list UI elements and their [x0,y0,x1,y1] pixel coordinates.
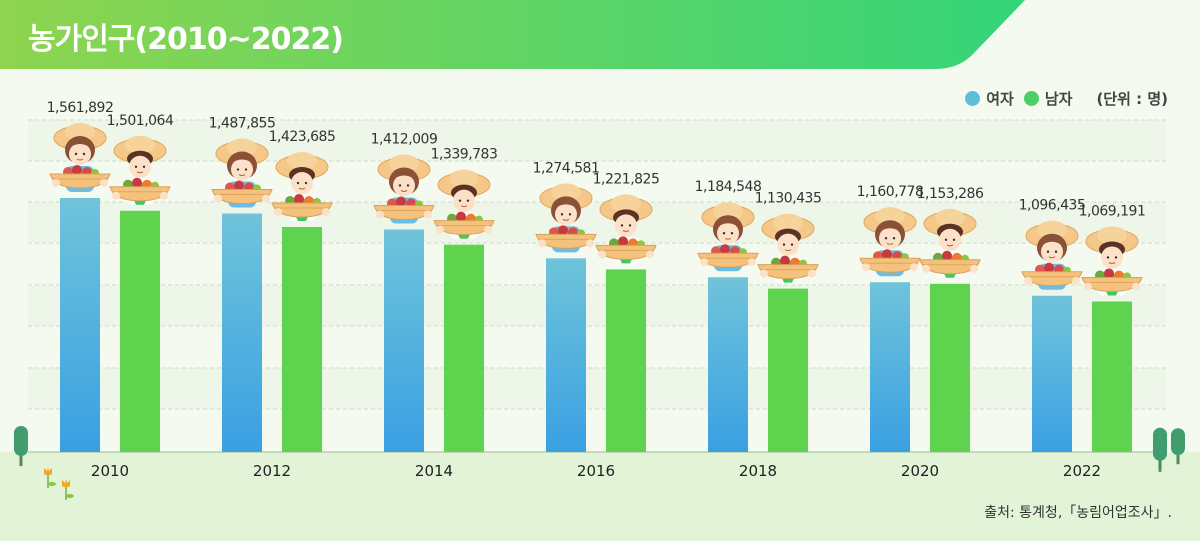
grid-band [28,285,1166,326]
data-label-male-2022: 1,069,191 [1079,203,1146,219]
data-label-female-2016: 1,274,581 [533,160,600,176]
bar-male-2016 [606,269,646,452]
data-label-female-2020: 1,160,778 [857,184,924,200]
farmer-man-icon-2016 [595,194,657,264]
bar-female-2022 [1032,295,1072,452]
grid-band [28,368,1166,409]
tulip-icon [44,467,56,488]
legend: 여자 남자 (단위 : 명) [965,88,1168,109]
x-tick-label-2018: 2018 [739,462,777,480]
bar-female-2012 [222,213,262,452]
legend-label-female: 여자 [986,90,1014,108]
tulip-icon [62,479,74,500]
farmer-woman-icon-2016 [535,183,597,253]
x-tick-label-2020: 2020 [901,462,939,480]
data-label-male-2014: 1,339,783 [431,147,498,163]
bar-female-2016 [546,258,586,452]
legend-swatch-female [965,91,981,106]
data-label-male-2020: 1,153,286 [917,186,984,202]
farmer-woman-icon-2022 [1021,220,1083,290]
x-tick-label-2016: 2016 [577,462,615,480]
bar-female-2010 [60,198,100,452]
farmer-man-icon-2014 [433,169,495,239]
data-label-male-2010: 1,501,064 [107,113,174,129]
data-label-male-2016: 1,221,825 [593,171,660,187]
x-tick-label-2010: 2010 [91,462,129,480]
farmer-woman-icon-2014 [373,154,435,224]
grid-band [28,202,1166,243]
bar-male-2020 [930,283,970,452]
legend-item-male: 남자 [1023,88,1073,109]
farmer-woman-icon-2010 [49,123,111,192]
x-tick-label-2022: 2022 [1063,462,1101,480]
page-title: 농가인구(2010~2022) [28,22,344,57]
farmer-man-icon-2022 [1081,226,1143,296]
farmer-man-icon-2018 [757,213,819,283]
source-note: 출처: 통계청,「농림어업조사」. [984,505,1172,521]
legend-label-male: 남자 [1044,90,1073,108]
bar-female-2020 [870,282,910,452]
bar-female-2014 [384,229,424,452]
data-label-female-2010: 1,561,892 [47,100,114,116]
farmer-man-icon-2020 [919,208,981,278]
data-label-female-2022: 1,096,435 [1019,198,1086,214]
tree-icon [1171,428,1185,465]
farmer-man-icon-2012 [271,152,333,222]
farmer-woman-icon-2012 [211,138,273,208]
unit-label: (단위 : 명) [1096,90,1168,108]
data-label-female-2014: 1,412,009 [371,131,438,147]
header-banner [0,0,1025,69]
x-tick-label-2012: 2012 [253,462,291,480]
bar-female-2018 [708,277,748,452]
grid-band [28,120,1166,161]
ground-band [0,452,1200,541]
farmer-woman-icon-2018 [697,202,759,272]
legend-item-female: 여자 [965,88,1014,109]
data-label-male-2018: 1,130,435 [755,191,822,207]
legend-swatch-male [1023,91,1039,106]
bar-male-2018 [768,288,808,452]
x-tick-label-2014: 2014 [415,462,453,480]
farmer-man-icon-2010 [109,135,171,205]
data-label-female-2018: 1,184,548 [695,179,762,195]
bar-male-2012 [282,227,322,452]
bar-male-2022 [1092,301,1132,452]
tree-icon [14,426,28,466]
bar-male-2014 [444,244,484,452]
data-label-female-2012: 1,487,855 [209,116,276,132]
data-label-male-2012: 1,423,685 [269,129,336,145]
tree-icon [1153,427,1167,472]
bar-male-2010 [120,210,160,452]
farmer-woman-icon-2020 [859,207,921,277]
